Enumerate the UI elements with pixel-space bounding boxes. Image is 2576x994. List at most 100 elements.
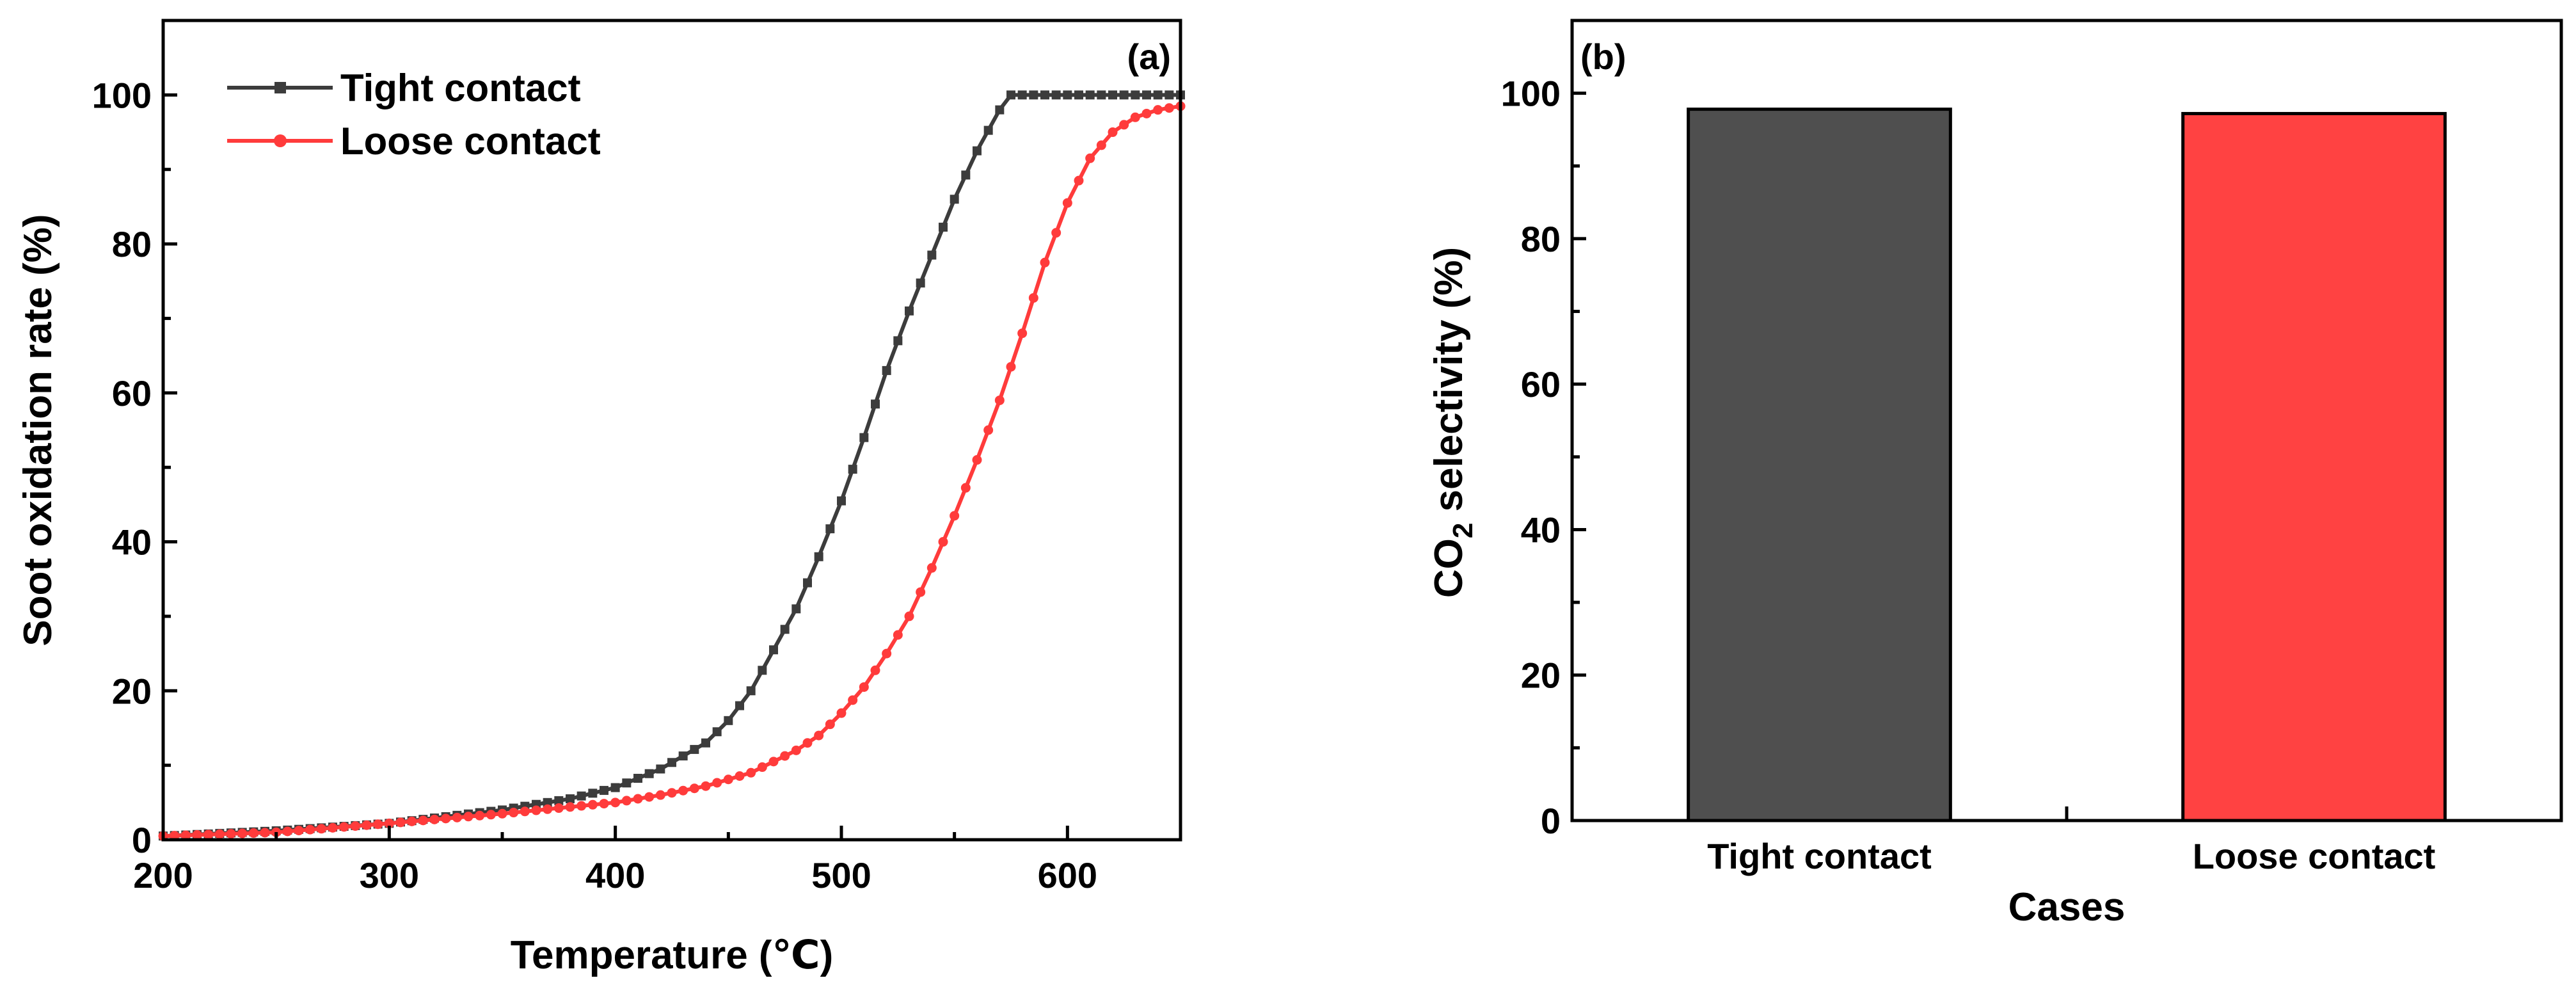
point-tight-contact [916, 278, 925, 288]
point-loose-contact [1108, 127, 1118, 138]
point-loose-contact [667, 788, 677, 798]
point-loose-contact [723, 774, 733, 785]
point-loose-contact [576, 801, 587, 811]
point-tight-contact [769, 645, 778, 655]
point-loose-contact [757, 762, 767, 773]
point-tight-contact [724, 716, 733, 725]
point-tight-contact [882, 365, 891, 375]
point-loose-contact [926, 563, 937, 573]
point-loose-contact [486, 810, 496, 820]
b-y-tick-label-20: 20 [1521, 655, 1561, 696]
legend-label-tight-contact: Tight contact [340, 67, 581, 109]
point-loose-contact [950, 511, 960, 521]
point-loose-contact [1096, 140, 1106, 150]
point-tight-contact [1051, 90, 1061, 100]
point-loose-contact [497, 808, 507, 819]
point-loose-contact [384, 818, 394, 828]
point-tight-contact [1074, 90, 1083, 100]
point-loose-contact [441, 814, 451, 824]
point-loose-contact [214, 829, 225, 839]
panel-b-bars [1687, 108, 2447, 822]
point-loose-contact [1028, 293, 1038, 303]
point-loose-contact [587, 799, 598, 810]
point-tight-contact [600, 785, 608, 795]
panel-a-x-axis-title: Temperature (℃) [511, 933, 834, 977]
panel-b-y-axis-ticks: 0 20 40 60 80 100 [1501, 74, 1586, 841]
point-loose-contact [565, 802, 575, 812]
legend-item-tight-contact: Tight contact [227, 67, 581, 109]
point-tight-contact [1063, 90, 1072, 100]
point-loose-contact [339, 822, 349, 832]
point-loose-contact [712, 778, 722, 788]
point-loose-contact [633, 794, 643, 804]
point-loose-contact [316, 824, 326, 834]
y-tick-label-60: 60 [112, 373, 152, 413]
point-loose-contact [373, 819, 383, 830]
point-loose-contact [429, 814, 440, 824]
point-tight-contact [1119, 90, 1129, 100]
x-tick-label-400: 400 [585, 855, 645, 895]
point-loose-contact [418, 815, 428, 826]
point-loose-contact [972, 455, 982, 465]
point-tight-contact [746, 686, 756, 696]
point-tight-contact [588, 789, 598, 798]
point-tight-contact [791, 604, 801, 614]
x-tick-label-600: 600 [1038, 855, 1097, 895]
point-loose-contact [294, 826, 304, 836]
y-tick-label-0: 0 [132, 820, 152, 860]
point-tight-contact [701, 738, 710, 748]
point-tight-contact [1142, 90, 1151, 100]
panel-a-y-axis-ticks: 0 20 40 60 80 100 [92, 75, 177, 860]
point-loose-contact [791, 745, 801, 755]
point-loose-contact [859, 682, 869, 692]
b-y-tick-label-100: 100 [1501, 74, 1561, 114]
point-loose-contact [814, 730, 824, 741]
panel-a-legend: Tight contact Loose contact [227, 67, 601, 163]
point-loose-contact [994, 395, 1005, 405]
point-loose-contact [644, 792, 655, 802]
point-loose-contact [836, 708, 847, 718]
point-loose-contact [305, 824, 315, 835]
point-loose-contact [1153, 105, 1163, 115]
point-tight-contact [973, 146, 982, 156]
b-y-tick-label-40: 40 [1521, 509, 1561, 550]
point-tight-contact [939, 222, 948, 232]
y-tick-label-100: 100 [92, 75, 152, 115]
point-loose-contact [203, 830, 214, 840]
x-tick-label-500: 500 [811, 855, 871, 895]
point-loose-contact [180, 830, 191, 840]
point-loose-contact [1006, 362, 1016, 372]
point-tight-contact [610, 783, 620, 792]
point-loose-contact [678, 785, 688, 796]
point-tight-contact [1017, 90, 1027, 100]
point-loose-contact [599, 799, 609, 809]
point-loose-contact [328, 822, 338, 833]
b-y-tick-label-0: 0 [1541, 801, 1561, 841]
legend-marker-loose-contact [274, 134, 287, 147]
point-tight-contact [871, 399, 880, 409]
point-loose-contact [780, 751, 790, 761]
point-tight-contact [803, 578, 812, 588]
point-loose-contact [248, 828, 258, 838]
point-loose-contact [407, 816, 417, 826]
point-loose-contact [1017, 328, 1028, 339]
point-loose-contact [260, 828, 270, 838]
point-loose-contact [1062, 198, 1072, 208]
point-loose-contact [395, 817, 406, 828]
panel-b-x-axis-ticks: Tight contact Loose contact [1707, 806, 2435, 876]
point-loose-contact [1051, 228, 1061, 238]
point-loose-contact [870, 665, 880, 675]
panel-a-label: (a) [1127, 36, 1171, 77]
point-loose-contact [916, 587, 926, 597]
x-tick-label-300: 300 [360, 855, 419, 895]
y-title-subscript: 2 [1447, 523, 1479, 538]
point-loose-contact [1141, 108, 1152, 118]
point-loose-contact [192, 830, 202, 840]
point-tight-contact [825, 524, 835, 534]
b-x-tick-label-tight-contact: Tight contact [1707, 836, 1932, 876]
point-loose-contact [531, 805, 541, 815]
point-tight-contact [1165, 90, 1174, 100]
point-loose-contact [701, 781, 711, 791]
y-tick-label-40: 40 [112, 522, 152, 563]
